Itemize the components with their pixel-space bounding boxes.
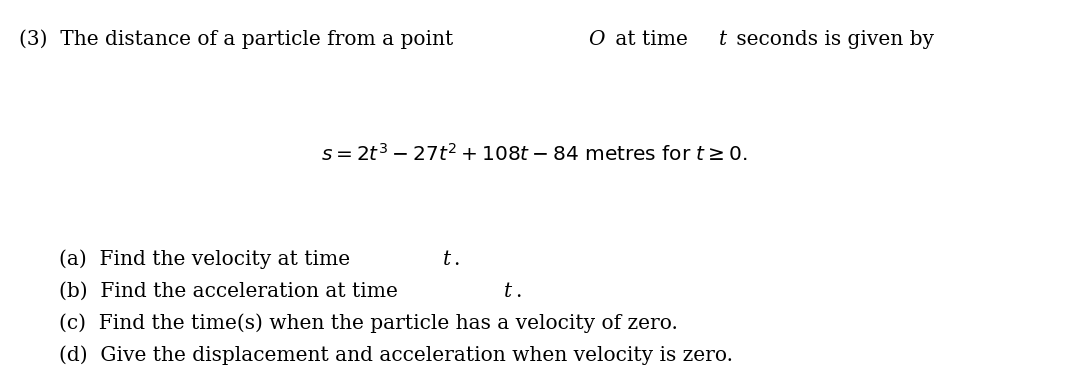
Text: O: O [587, 30, 604, 50]
Text: t: t [442, 249, 451, 269]
Text: at time: at time [609, 30, 694, 50]
Text: .: . [515, 282, 521, 301]
Text: (d)  Give the displacement and acceleration when velocity is zero.: (d) Give the displacement and accelerati… [59, 345, 733, 365]
Text: .: . [453, 249, 459, 269]
Text: (b)  Find the acceleration at time: (b) Find the acceleration at time [59, 282, 404, 301]
Text: (c)  Find the time(s) when the particle has a velocity of zero.: (c) Find the time(s) when the particle h… [59, 313, 677, 333]
Text: $s = 2t^3 - 27t^2 + 108t - 84\text{ metres for }t \geq 0.$: $s = 2t^3 - 27t^2 + 108t - 84\text{ metr… [320, 143, 748, 165]
Text: (3)  The distance of a particle from a point: (3) The distance of a particle from a po… [19, 30, 460, 50]
Text: t: t [504, 282, 513, 301]
Text: (a)  Find the velocity at time: (a) Find the velocity at time [59, 249, 357, 269]
Text: seconds is given by: seconds is given by [729, 30, 933, 50]
Text: t: t [719, 30, 727, 50]
